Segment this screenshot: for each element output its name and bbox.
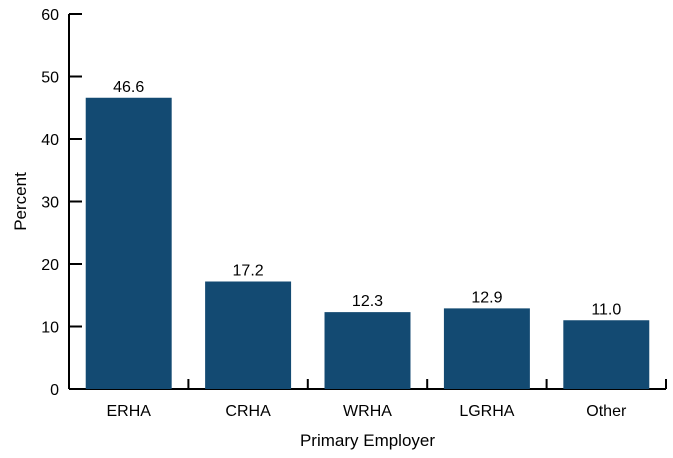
y-tick-label: 20 <box>41 257 59 274</box>
y-tick-label: 50 <box>41 70 59 87</box>
bar <box>563 320 650 389</box>
bar <box>443 308 530 389</box>
y-axis: 0 10 20 30 40 50 60 <box>41 7 82 399</box>
x-tick-label: Other <box>586 403 627 420</box>
data-label: 12.9 <box>471 289 502 306</box>
x-tick-label: ERHA <box>106 403 151 420</box>
y-tick-label: 60 <box>41 7 59 24</box>
y-tick-label: 10 <box>41 320 59 337</box>
y-tick-label: 40 <box>41 132 59 149</box>
bars: 46.6 17.2 12.3 12.9 11.0 <box>85 79 650 389</box>
bar <box>205 281 292 389</box>
x-tick-label: CRHA <box>225 403 271 420</box>
data-label: 11.0 <box>591 301 621 318</box>
x-axis-title: Primary Employer <box>300 431 435 450</box>
y-tick-label: 30 <box>41 195 59 212</box>
data-label: 46.6 <box>113 79 144 96</box>
y-axis-title: Percent <box>11 172 30 231</box>
bar <box>324 312 411 389</box>
y-tick-label: 0 <box>50 382 59 399</box>
data-label: 17.2 <box>233 263 264 280</box>
bar <box>85 97 172 389</box>
data-label: 12.3 <box>352 293 383 310</box>
x-tick-label: LGRHA <box>459 403 514 420</box>
x-tick-label: WRHA <box>343 403 392 420</box>
